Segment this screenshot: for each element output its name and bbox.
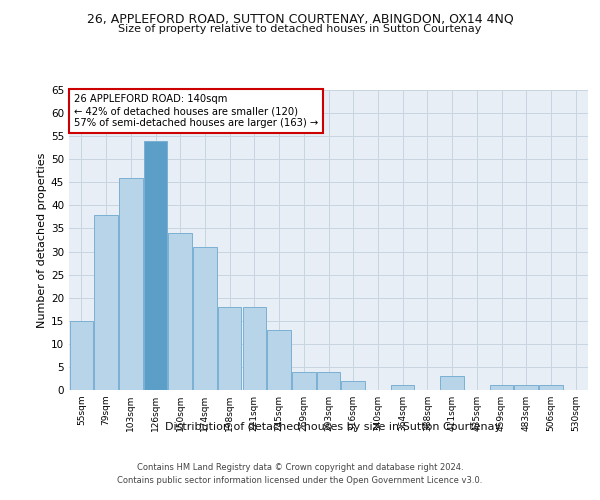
Text: 26, APPLEFORD ROAD, SUTTON COURTENAY, ABINGDON, OX14 4NQ: 26, APPLEFORD ROAD, SUTTON COURTENAY, AB… [86,12,514,26]
Bar [539,386,563,390]
Y-axis label: Number of detached properties: Number of detached properties [37,152,47,328]
Bar [218,307,241,390]
Text: Size of property relative to detached houses in Sutton Courtenay: Size of property relative to detached ho… [118,24,482,34]
Bar [70,321,93,390]
Text: 26 APPLEFORD ROAD: 140sqm
← 42% of detached houses are smaller (120)
57% of semi: 26 APPLEFORD ROAD: 140sqm ← 42% of detac… [74,94,319,128]
Text: Contains HM Land Registry data © Crown copyright and database right 2024.: Contains HM Land Registry data © Crown c… [137,462,463,471]
Bar [341,381,365,390]
Bar [94,214,118,390]
Bar [440,376,464,390]
Bar [268,330,291,390]
Bar [242,307,266,390]
Bar [490,386,513,390]
Bar [317,372,340,390]
Bar [119,178,143,390]
Bar [292,372,316,390]
Bar [169,233,192,390]
Text: Distribution of detached houses by size in Sutton Courtenay: Distribution of detached houses by size … [165,422,501,432]
Bar [391,386,415,390]
Bar [144,141,167,390]
Text: Contains public sector information licensed under the Open Government Licence v3: Contains public sector information licen… [118,476,482,485]
Bar [193,247,217,390]
Bar [514,386,538,390]
